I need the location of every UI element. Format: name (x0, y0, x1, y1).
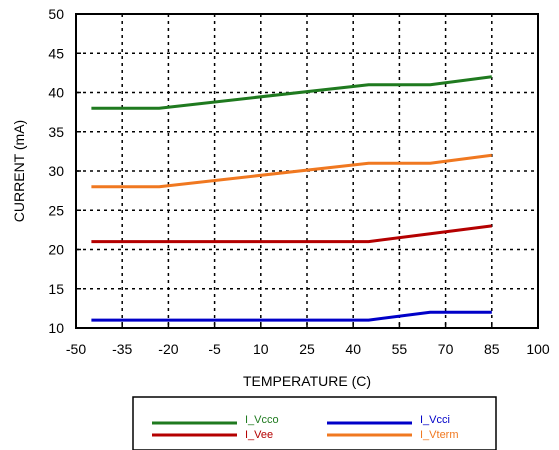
x-tick-label: 85 (484, 341, 500, 357)
legend-label-i-vterm: I_Vterm (420, 429, 459, 441)
series-line-i-vcci (91, 310, 492, 322)
y-tick-label: 45 (48, 45, 64, 61)
y-tick-label: 30 (48, 163, 64, 179)
x-tick-label: 25 (299, 341, 315, 357)
series-line-i-vterm (91, 153, 492, 189)
x-tick-label: -5 (208, 341, 221, 357)
x-tick-label: 100 (526, 341, 550, 357)
y-axis-title: CURRENT (mA) (11, 120, 27, 222)
y-tick-label: 50 (48, 6, 64, 22)
x-tick-label: -20 (158, 341, 178, 357)
y-tick-label: 40 (48, 85, 64, 101)
legend-items: I_Vcco I_Vcci I_Vee I_Vterm (152, 414, 459, 441)
series-line-i-vee (91, 224, 492, 244)
grid-lines (76, 14, 538, 328)
x-tick-label: -50 (66, 341, 86, 357)
series-lines (91, 75, 492, 322)
axis-ticks: -50 -35 -20 -5 10 25 40 55 70 85 100 10 15 20 25 30 35 40… (48, 6, 549, 357)
y-tick-label: 15 (48, 281, 64, 297)
x-axis-title: TEMPERATURE (C) (243, 373, 371, 389)
x-tick-label: 70 (438, 341, 454, 357)
legend-label-i-vcci: I_Vcci (420, 414, 450, 426)
x-tick-label: 55 (392, 341, 408, 357)
y-tick-label: 35 (48, 124, 64, 140)
legend-label-i-vee: I_Vee (245, 429, 273, 441)
series-line-i-vcco (91, 75, 492, 110)
x-tick-label: 10 (253, 341, 269, 357)
x-tick-label: 40 (345, 341, 361, 357)
y-tick-label: 10 (48, 320, 64, 336)
legend: I_Vcco I_Vcci I_Vee I_Vterm (132, 396, 497, 450)
y-tick-label: 25 (48, 202, 64, 218)
legend-label-i-vcco: I_Vcco (245, 414, 279, 426)
y-tick-label: 20 (48, 242, 64, 258)
x-tick-label: -35 (112, 341, 132, 357)
